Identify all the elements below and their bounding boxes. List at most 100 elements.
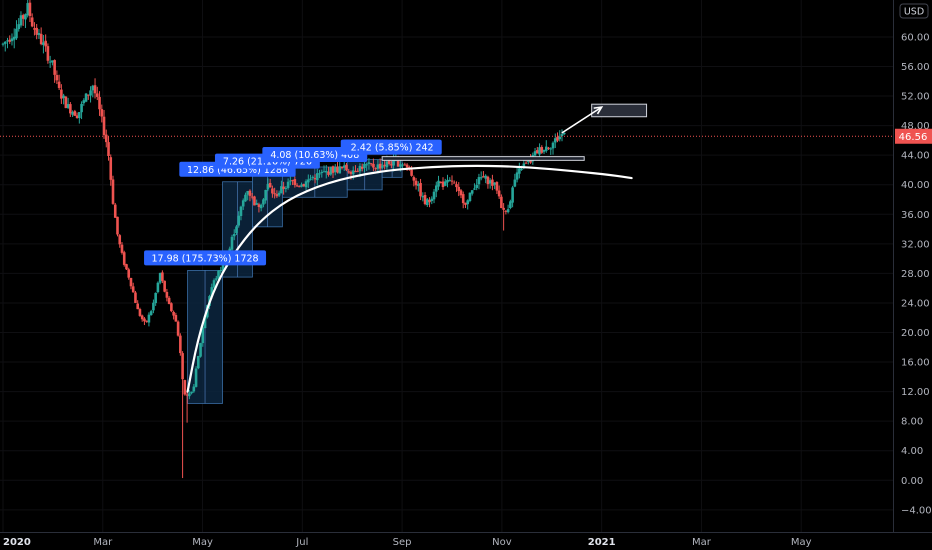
last-price-layer: 46.56 — [0, 128, 932, 144]
candle-body — [172, 311, 175, 316]
candle-body — [374, 168, 377, 170]
candle-body — [3, 41, 7, 44]
candle-body — [217, 270, 220, 279]
candle-body — [35, 27, 38, 35]
candle-body — [30, 17, 34, 27]
candle-body — [324, 171, 328, 173]
candle-body — [470, 190, 474, 194]
candle-body — [464, 202, 467, 205]
candle-body — [163, 280, 166, 292]
y-tick-label: −4.00 — [901, 505, 932, 516]
candle-body — [230, 236, 234, 250]
target-box[interactable] — [591, 103, 648, 118]
candle-body — [385, 161, 389, 168]
candle-body — [414, 180, 418, 186]
candle-body — [430, 198, 434, 202]
candle-body — [504, 210, 508, 212]
x-tick-label: Mar — [93, 537, 113, 548]
candle-body — [241, 200, 245, 207]
candle-body — [538, 147, 541, 155]
candle-body — [39, 33, 43, 45]
candle-body — [185, 394, 189, 396]
candle-body — [518, 168, 521, 174]
candle-body — [322, 171, 326, 173]
candle-body — [201, 327, 205, 344]
candle-body — [12, 36, 16, 40]
candle-body — [333, 167, 337, 172]
candle-body — [143, 318, 146, 322]
candle-body — [434, 185, 438, 192]
y-tick-label: 28.00 — [901, 269, 930, 280]
parabolic-arc[interactable] — [186, 164, 633, 393]
candle-body — [165, 291, 169, 298]
candle-body — [282, 186, 285, 189]
candle-body — [138, 309, 142, 316]
x-tick-label: 2020 — [3, 537, 31, 548]
candle-body — [176, 321, 180, 336]
candle-body — [491, 179, 494, 186]
y-tick-label: 48.00 — [901, 121, 930, 132]
candle-body — [15, 28, 18, 39]
candle-body — [383, 164, 386, 167]
candle-body — [100, 109, 104, 117]
currency-badge[interactable]: USD — [899, 3, 929, 19]
candle-body — [109, 157, 113, 180]
candle-body — [540, 146, 544, 153]
candle-body — [113, 204, 117, 218]
candle-body — [493, 182, 496, 185]
candle-body — [91, 85, 95, 91]
candle-body — [80, 103, 83, 113]
candle-body — [536, 150, 539, 154]
price-axis[interactable]: USD 60.00 56.00 52.00 48.00 44.00 40.00 36.00 3… — [893, 0, 932, 532]
trend-arrow-line[interactable] — [561, 106, 603, 134]
candle-body — [439, 181, 443, 183]
candle-body — [500, 196, 503, 209]
candle-body — [199, 343, 202, 357]
y-tick-label: 60.00 — [901, 32, 930, 43]
candle-body — [82, 100, 86, 104]
candle-body — [111, 179, 115, 204]
candle-body — [347, 171, 351, 173]
time-axis[interactable]: 2020 Mar May Jul Sep Nov 2021 Mar May — [0, 532, 932, 549]
candle-body — [10, 38, 14, 42]
candle-body — [69, 104, 72, 114]
drawings-layer — [186, 103, 648, 393]
candle-body — [529, 159, 532, 163]
candle-body — [268, 182, 272, 188]
candle-body — [192, 386, 196, 392]
candle-body — [210, 287, 214, 297]
candle-body — [244, 194, 247, 202]
candle-body — [455, 184, 458, 188]
candle-body — [266, 183, 270, 190]
candle-body — [502, 207, 505, 210]
candle-body — [55, 75, 59, 81]
resistance-box[interactable] — [381, 156, 585, 161]
candle-body — [338, 166, 342, 174]
candle-body — [378, 163, 382, 169]
measure-label: 4.08 (10.63%) 408 — [270, 150, 359, 161]
candle-body — [98, 96, 101, 110]
candle-body — [118, 235, 122, 245]
candle-body — [95, 93, 99, 97]
candle-body — [1, 43, 5, 45]
candle-body — [280, 186, 283, 194]
y-tick-label: 20.00 — [901, 328, 930, 339]
candle-body — [461, 194, 465, 204]
grid-layer — [0, 0, 893, 532]
candle-body — [264, 189, 267, 201]
y-tick-label: 44.00 — [901, 151, 930, 162]
candle-body — [214, 278, 218, 280]
candle-body — [527, 160, 530, 163]
measure-labels-layer: 17.98 (175.73%) 1728 12.86 (46.65%) 12867… — [144, 139, 442, 266]
currency-label: USD — [904, 7, 924, 18]
candle-body — [300, 184, 303, 187]
candle-body — [340, 167, 344, 169]
candle-body — [42, 42, 45, 46]
candle-body — [421, 196, 425, 198]
y-tick-label: 36.00 — [901, 210, 930, 221]
candle-body — [360, 166, 364, 169]
last-price-badge[interactable] — [895, 128, 932, 144]
candle-body — [89, 90, 92, 96]
